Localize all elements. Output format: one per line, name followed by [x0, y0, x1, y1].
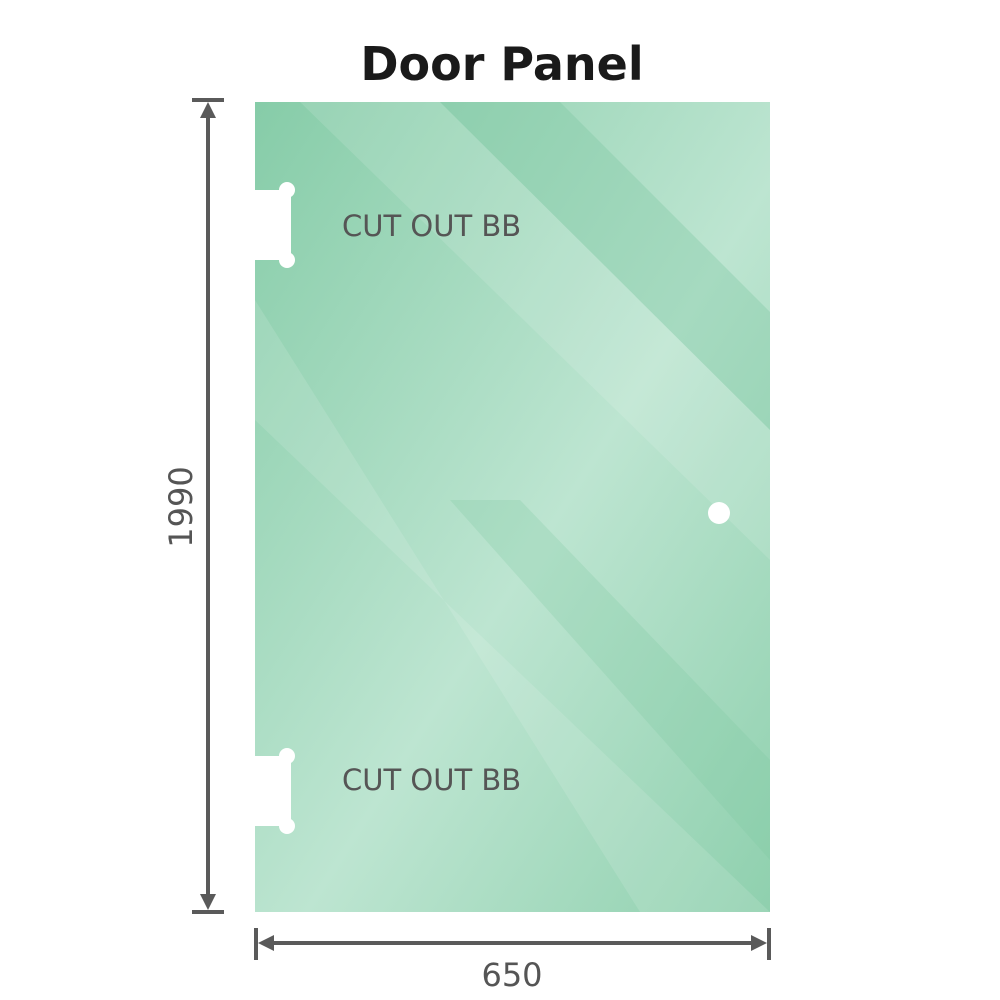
width-dimension: 650: [481, 956, 542, 994]
width-dimension-line: [254, 928, 771, 960]
cutout-top-label: CUT OUT BB: [342, 209, 521, 243]
handle-hole: [708, 502, 730, 524]
cutout-top: [255, 182, 295, 268]
height-dimension-line: [192, 98, 224, 914]
cutout-bottom: [255, 748, 295, 834]
glass-panel: [255, 102, 770, 912]
cutout-bottom-label: CUT OUT BB: [342, 763, 521, 797]
height-dimension: 1990: [162, 466, 200, 547]
diagram-title: Door Panel: [360, 37, 643, 91]
